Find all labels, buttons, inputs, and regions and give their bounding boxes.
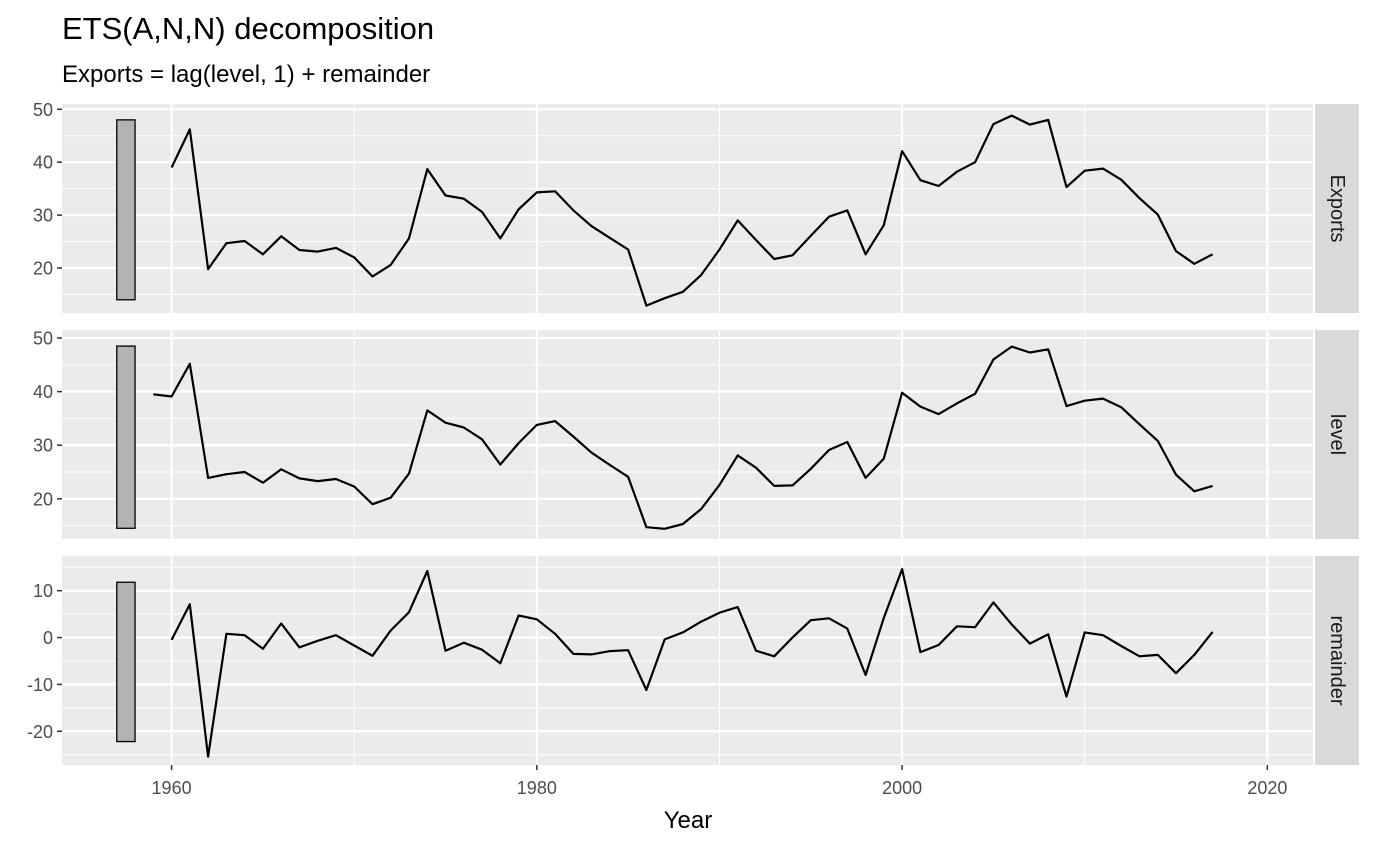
y-tick-label: 30 bbox=[33, 206, 53, 226]
facet-strip-label: Exports bbox=[1326, 175, 1348, 243]
chart-title: ETS(A,N,N) decomposition bbox=[62, 11, 434, 46]
y-tick-label: -10 bbox=[27, 675, 53, 695]
scale-bar bbox=[116, 119, 136, 301]
y-tick-label: 20 bbox=[33, 489, 53, 509]
x-tick-label: 1980 bbox=[517, 778, 557, 798]
facet-strip-label: level bbox=[1326, 414, 1348, 455]
y-tick-label: 20 bbox=[33, 259, 53, 279]
panel-remainder: -20 -10 0 10 remainder bbox=[27, 556, 1359, 765]
panel-background bbox=[62, 104, 1313, 313]
x-axis: 1960 1980 2000 2020 bbox=[152, 765, 1287, 798]
facet-strip bbox=[1315, 330, 1359, 539]
y-tick-label: -20 bbox=[27, 722, 53, 742]
y-tick-label: 40 bbox=[33, 382, 53, 402]
x-tick-label: 1960 bbox=[152, 778, 192, 798]
y-tick-label: 30 bbox=[33, 436, 53, 456]
x-tick-label: 2000 bbox=[882, 778, 922, 798]
panel-background bbox=[62, 330, 1313, 539]
scale-bar bbox=[116, 345, 136, 529]
panel-exports: 20 30 40 50 Exports bbox=[33, 100, 1359, 313]
facet-strip-label: remainder bbox=[1326, 615, 1348, 705]
y-tick-label: 50 bbox=[33, 100, 53, 120]
chart-subtitle: Exports = lag(level, 1) + remainder bbox=[62, 61, 430, 88]
series-line-exports bbox=[170, 114, 1214, 307]
facet-panels: 20 30 40 50 Exports 20 30 40 50 level -20 -10 0 10 rem… bbox=[27, 100, 1359, 765]
panel-level: 20 30 40 50 level bbox=[33, 329, 1359, 539]
x-axis-title: Year bbox=[664, 807, 713, 834]
facet-strip bbox=[1315, 556, 1359, 765]
y-tick-label: 50 bbox=[33, 329, 53, 349]
series-line-remainder bbox=[170, 567, 1214, 758]
series-line-level bbox=[153, 345, 1213, 530]
x-tick-label: 2020 bbox=[1247, 778, 1287, 798]
y-tick-label: 10 bbox=[33, 581, 53, 601]
facet-strip bbox=[1315, 104, 1359, 313]
scale-bar bbox=[116, 581, 136, 743]
y-tick-label: 40 bbox=[33, 153, 53, 173]
y-tick-label: 0 bbox=[43, 628, 53, 648]
